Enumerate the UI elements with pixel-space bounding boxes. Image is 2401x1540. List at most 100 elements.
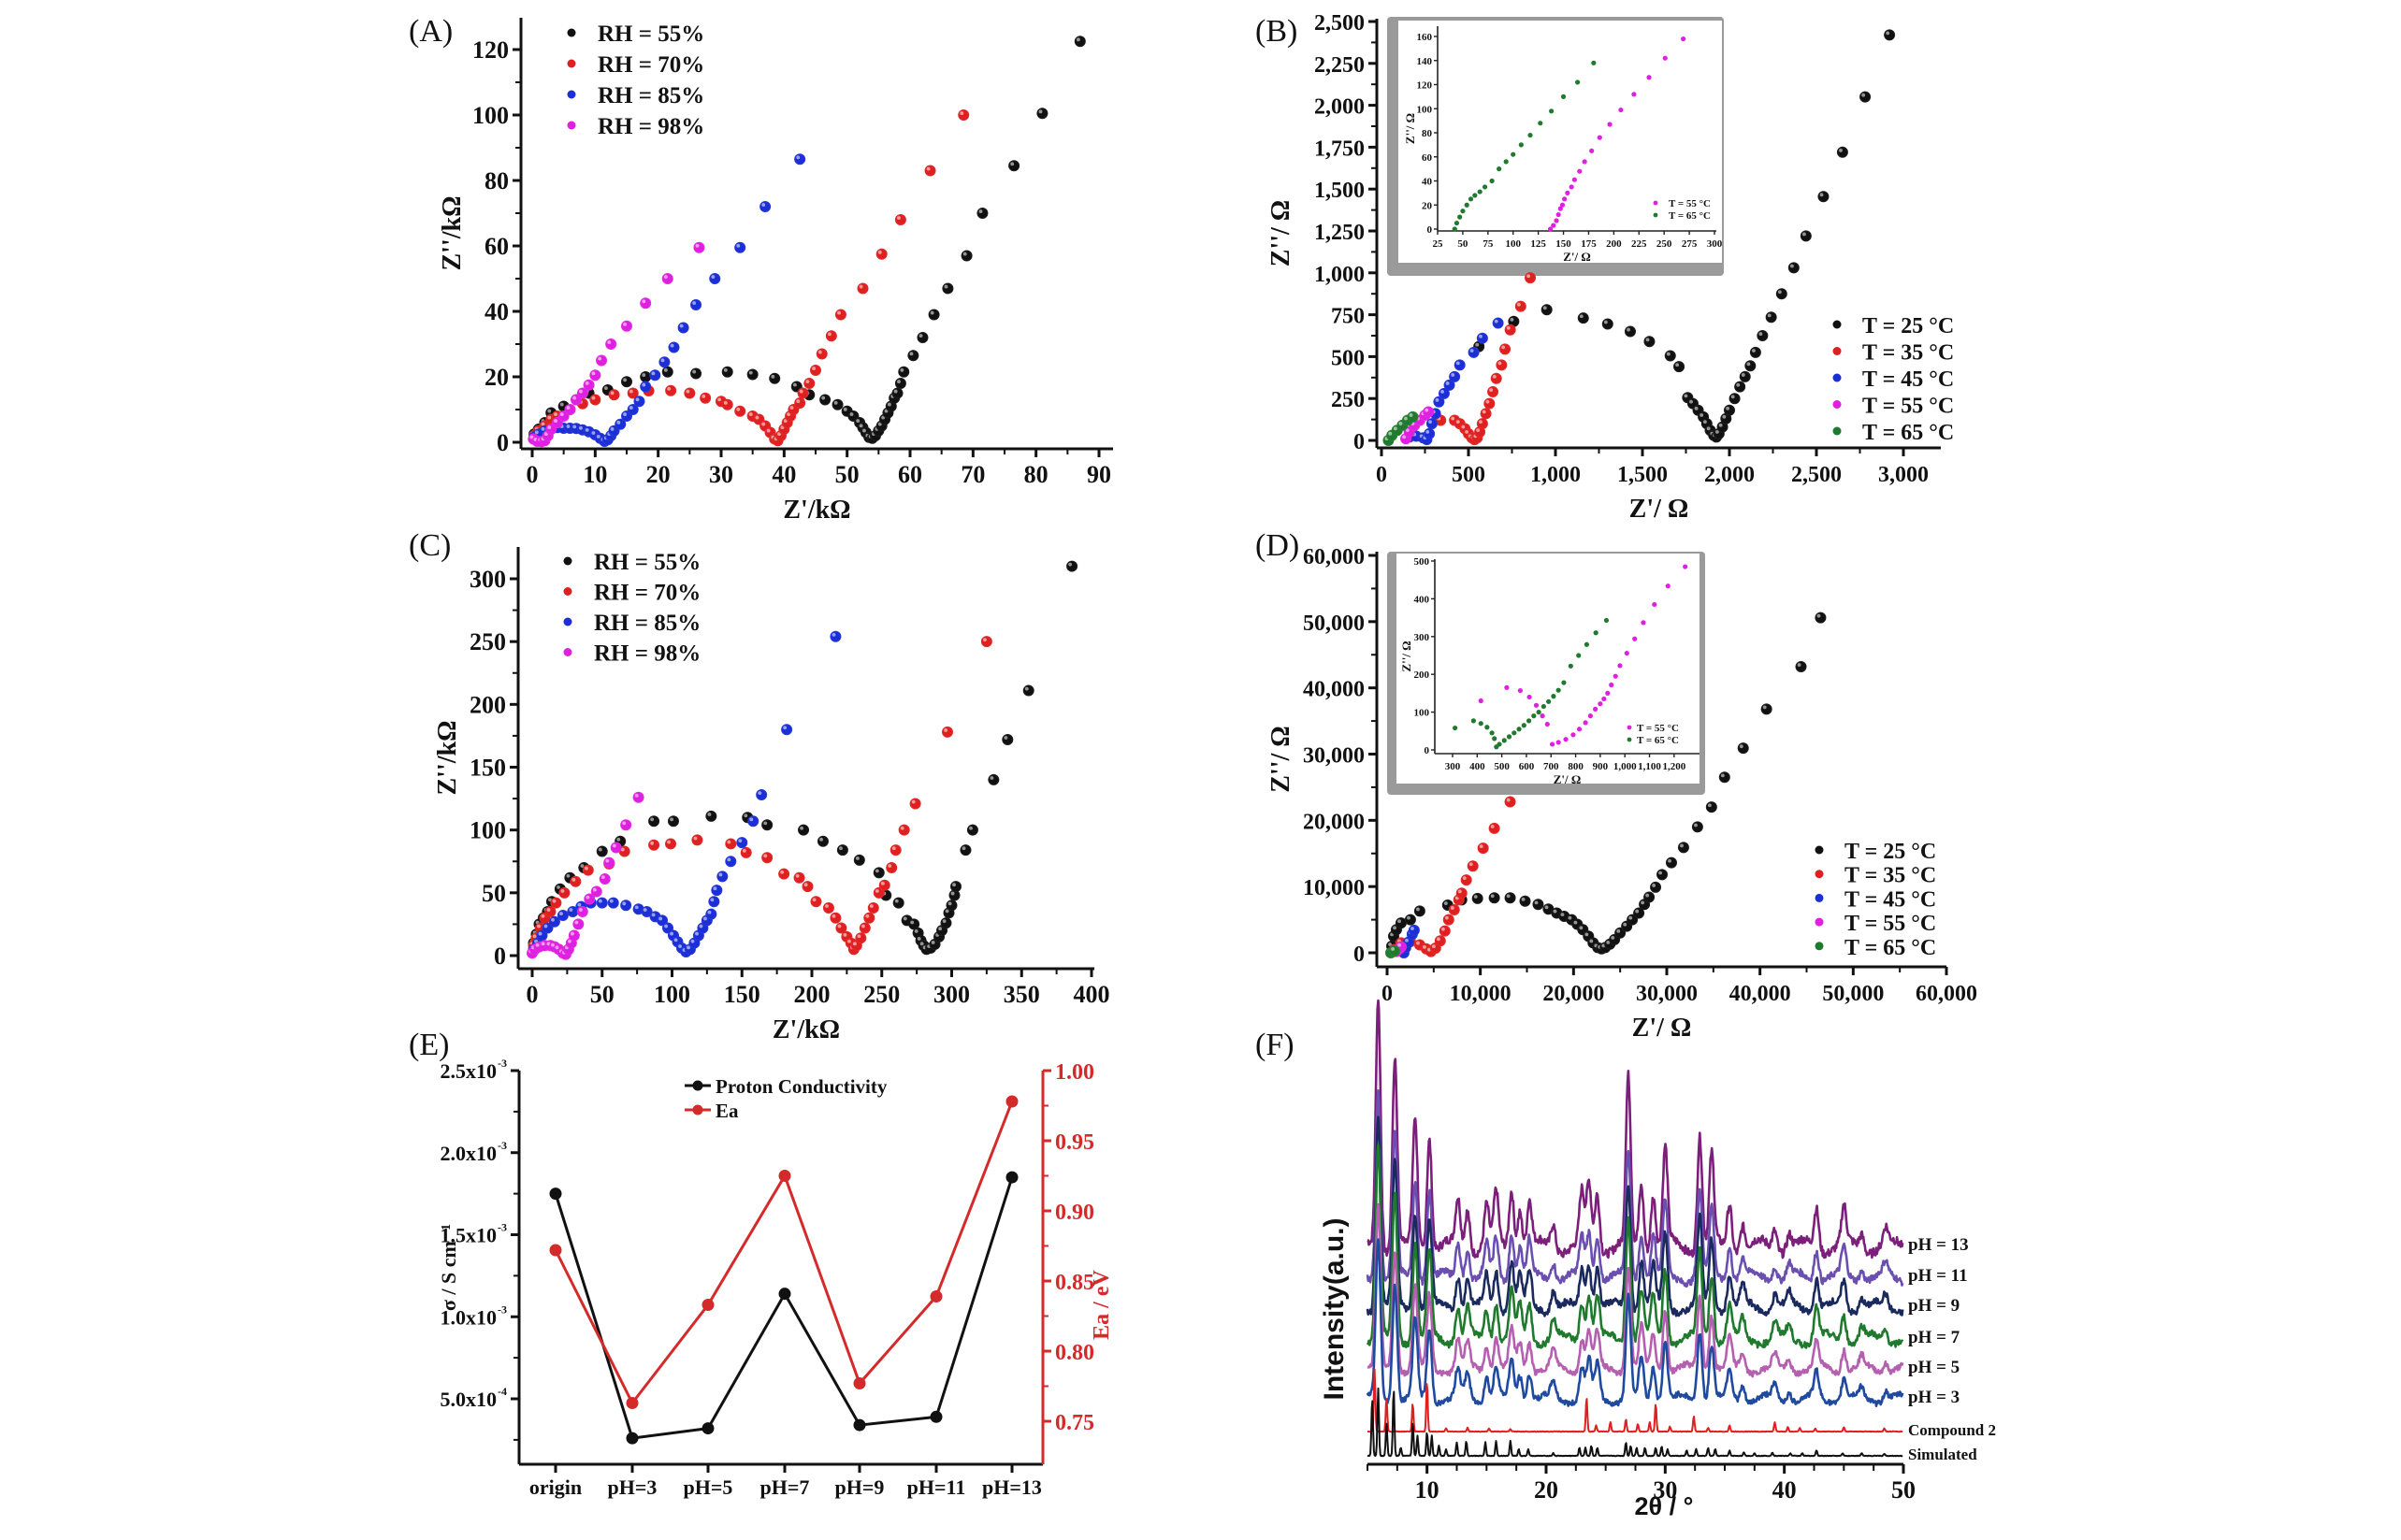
inset-legend-label: T = 65 °C xyxy=(1637,735,1679,746)
data-point xyxy=(798,824,810,836)
data-point xyxy=(607,897,619,909)
data-point xyxy=(1677,842,1689,854)
data-point-highlight xyxy=(931,941,935,944)
legend-marker xyxy=(1832,320,1842,329)
data-point-highlight xyxy=(1730,395,1735,399)
y-tick-label: 1.5x10 xyxy=(441,1224,498,1247)
data-point-highlight xyxy=(914,928,918,933)
data-point-highlight xyxy=(865,914,870,918)
data-point xyxy=(557,910,569,922)
data-point-highlight xyxy=(1722,414,1727,419)
data-point-highlight xyxy=(591,371,596,376)
inset-y-tick-label: 400 xyxy=(1414,594,1430,605)
data-point xyxy=(677,322,689,334)
data-point xyxy=(1395,917,1407,929)
data-point xyxy=(596,845,608,857)
data-point-highlight xyxy=(1506,325,1511,330)
series-t-55-c xyxy=(1400,406,1435,445)
inset-data-point xyxy=(1551,694,1556,699)
data-point-highlight xyxy=(1461,425,1466,429)
data-point xyxy=(665,838,677,850)
data-point xyxy=(958,109,970,121)
data-point-highlight xyxy=(1839,148,1843,152)
legend-marker xyxy=(563,617,572,626)
data-point xyxy=(1504,796,1516,808)
xrd-trace xyxy=(1366,1115,1904,1317)
inset-data-point xyxy=(1587,713,1593,719)
data-point-highlight xyxy=(607,340,612,345)
data-point-highlight xyxy=(869,904,874,908)
data-point-highlight xyxy=(600,875,605,880)
inset-data-point xyxy=(1562,196,1568,202)
data-point xyxy=(658,356,671,368)
y-tick-label: 60,000 xyxy=(1303,545,1365,569)
trace-ph-13: pH = 13 xyxy=(1367,999,1969,1259)
data-point-highlight xyxy=(1485,399,1490,404)
legend-label: T = 65 °C xyxy=(1844,936,1936,960)
inset-data-point xyxy=(1516,727,1522,732)
data-point-highlight xyxy=(660,358,665,363)
data-point-highlight xyxy=(1573,920,1578,925)
data-point-highlight xyxy=(692,301,697,306)
data-point-highlight xyxy=(559,402,564,407)
data-point-highlight xyxy=(642,299,646,304)
data-point xyxy=(1504,892,1516,904)
data-point xyxy=(589,369,601,381)
inset-data-point xyxy=(1652,601,1657,608)
trace-label: pH = 11 xyxy=(1908,1266,1968,1286)
data-point xyxy=(794,397,806,409)
data-point-highlight xyxy=(1490,824,1495,828)
data-point xyxy=(1749,346,1761,358)
data-point-highlight xyxy=(1457,889,1462,894)
data-point xyxy=(830,912,842,924)
y-tick-label: 150 xyxy=(470,755,506,782)
data-point xyxy=(1008,160,1020,172)
data-point-highlight xyxy=(763,854,768,858)
inset-x-tick-label: 600 xyxy=(1519,761,1535,772)
data-point xyxy=(596,897,608,909)
data-point-highlight xyxy=(917,937,921,941)
data-point xyxy=(1765,311,1777,324)
data-point-highlight xyxy=(557,885,560,889)
legend-marker xyxy=(567,59,576,68)
y-tick-label: 0 xyxy=(497,429,509,456)
y-axis-title: Intensity(a.u.) xyxy=(1319,1217,1350,1400)
data-point xyxy=(711,885,723,897)
y-axis-title: Z''/ Ω xyxy=(1266,726,1295,792)
data-point-highlight xyxy=(944,284,948,289)
x-tick-label: 60,000 xyxy=(1916,982,1977,1006)
data-point-highlight xyxy=(1391,947,1395,951)
data-point-highlight xyxy=(894,899,899,903)
x-tick-label: 1,000 xyxy=(1530,463,1581,487)
data-point-highlight xyxy=(803,883,808,887)
data-point-highlight xyxy=(585,381,589,385)
data-point-highlight xyxy=(603,386,608,391)
y-axis-title: Z''/ Ω xyxy=(1266,200,1295,266)
y2-tick-label: 0.75 xyxy=(1055,1411,1094,1435)
xrd-trace xyxy=(1367,1202,1904,1378)
y2-tick-label: 1.00 xyxy=(1055,1060,1094,1085)
y-tick-label: 0 xyxy=(1353,430,1365,454)
inset-data-point xyxy=(1538,121,1543,126)
x-axis-title: Z'/ Ω xyxy=(1632,1014,1692,1043)
inset-data-point xyxy=(1603,617,1610,624)
data-point-highlight xyxy=(1568,915,1572,920)
y-tick-label: 2,500 xyxy=(1314,11,1365,36)
data-point xyxy=(690,299,702,310)
trace-label: pH = 3 xyxy=(1908,1388,1960,1407)
series-rh-98- xyxy=(528,241,705,448)
data-point xyxy=(816,348,828,360)
inset-data-point xyxy=(1570,732,1576,738)
data-point-highlight xyxy=(635,397,640,402)
inset-x-tick-label: 175 xyxy=(1581,238,1597,250)
data-point xyxy=(942,282,954,295)
data-point xyxy=(1425,418,1438,430)
data-point-highlight xyxy=(738,839,743,843)
inset-data-point xyxy=(1557,206,1563,211)
data-point-highlight xyxy=(837,310,841,315)
inset-x-tick-label: 250 xyxy=(1656,238,1672,250)
data-point-highlight xyxy=(692,369,697,374)
legend-marker xyxy=(1815,893,1824,902)
inset-data-point xyxy=(1569,184,1574,190)
